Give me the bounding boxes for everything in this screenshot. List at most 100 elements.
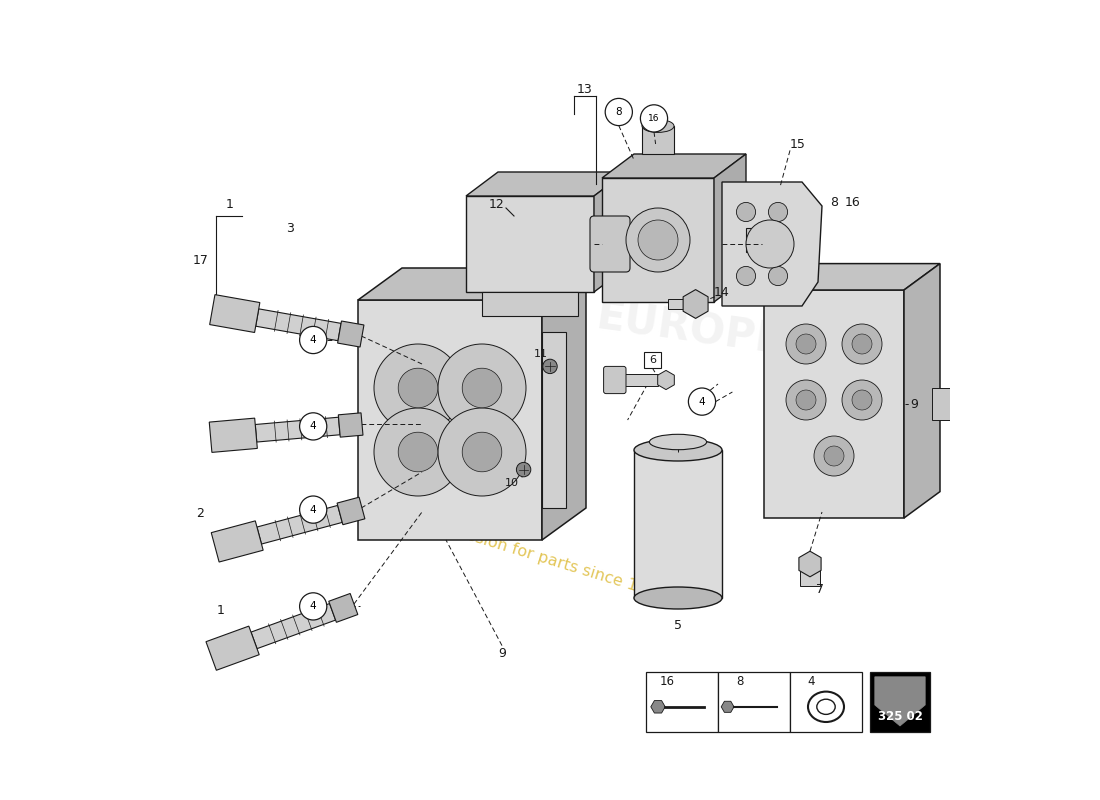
FancyBboxPatch shape [604, 366, 626, 394]
Polygon shape [874, 677, 925, 726]
Polygon shape [722, 702, 734, 712]
Circle shape [516, 462, 531, 477]
Polygon shape [339, 413, 363, 437]
Text: 4: 4 [698, 397, 705, 406]
Ellipse shape [649, 434, 706, 450]
Polygon shape [209, 418, 257, 452]
Text: 11: 11 [534, 349, 548, 358]
Bar [644, 352, 661, 368]
Circle shape [842, 324, 882, 364]
Text: 1: 1 [227, 198, 234, 210]
Polygon shape [482, 292, 578, 316]
Text: 8: 8 [736, 675, 744, 688]
Circle shape [814, 436, 854, 476]
Circle shape [462, 432, 502, 472]
Polygon shape [764, 264, 940, 290]
Bar [646, 672, 718, 732]
Circle shape [736, 266, 756, 286]
Text: EUROPEERS: EUROPEERS [593, 296, 876, 376]
Circle shape [398, 368, 438, 408]
Text: 15: 15 [790, 138, 806, 150]
Polygon shape [722, 182, 822, 306]
Bar [932, 388, 952, 420]
Bar [790, 672, 862, 732]
Text: 9: 9 [910, 398, 917, 410]
Circle shape [796, 334, 816, 354]
Bar [801, 564, 820, 586]
Circle shape [299, 413, 327, 440]
Text: 5: 5 [674, 619, 682, 632]
Circle shape [299, 326, 327, 354]
Polygon shape [594, 172, 626, 292]
Circle shape [769, 202, 788, 222]
Text: 1: 1 [217, 604, 224, 617]
Polygon shape [714, 154, 746, 302]
Text: 16: 16 [845, 196, 860, 209]
Bar [870, 672, 930, 732]
Polygon shape [683, 290, 708, 318]
Polygon shape [466, 196, 594, 292]
Circle shape [638, 220, 678, 260]
Ellipse shape [634, 587, 722, 609]
Ellipse shape [642, 119, 674, 132]
Circle shape [438, 344, 526, 432]
Circle shape [852, 334, 872, 354]
Text: 2: 2 [196, 507, 204, 520]
Ellipse shape [817, 699, 835, 714]
Text: 10: 10 [505, 478, 518, 488]
Polygon shape [466, 172, 626, 196]
Circle shape [605, 98, 632, 126]
Polygon shape [658, 370, 674, 390]
Text: 8: 8 [830, 196, 838, 209]
Polygon shape [799, 551, 821, 577]
Circle shape [398, 432, 438, 472]
Text: 4: 4 [310, 602, 317, 611]
Circle shape [824, 446, 844, 466]
Polygon shape [255, 418, 340, 442]
Text: 4: 4 [310, 335, 317, 345]
Polygon shape [257, 506, 342, 544]
Polygon shape [358, 300, 542, 540]
Polygon shape [338, 321, 364, 347]
Text: 16: 16 [660, 675, 675, 688]
FancyBboxPatch shape [590, 216, 630, 272]
Circle shape [746, 220, 794, 268]
Circle shape [374, 408, 462, 496]
Text: 16: 16 [648, 114, 660, 123]
Circle shape [640, 105, 668, 132]
Circle shape [736, 202, 756, 222]
Ellipse shape [808, 691, 844, 722]
Circle shape [299, 496, 327, 523]
Polygon shape [337, 497, 365, 525]
Polygon shape [211, 521, 263, 562]
Circle shape [842, 380, 882, 420]
Text: 4: 4 [807, 675, 815, 688]
Text: 4: 4 [310, 505, 317, 514]
Polygon shape [255, 309, 341, 341]
Text: 3: 3 [286, 222, 294, 234]
Circle shape [462, 368, 502, 408]
Polygon shape [210, 294, 260, 333]
Text: 14: 14 [713, 286, 729, 298]
Text: 12: 12 [488, 198, 504, 210]
Text: 7: 7 [815, 583, 824, 596]
Polygon shape [602, 154, 746, 178]
Polygon shape [904, 264, 940, 518]
Polygon shape [542, 268, 586, 540]
Bar [621, 374, 658, 386]
Ellipse shape [634, 439, 722, 461]
Circle shape [689, 388, 716, 415]
Text: 8: 8 [616, 107, 623, 117]
Text: a passion for parts since 1985: a passion for parts since 1985 [432, 518, 668, 602]
Polygon shape [602, 178, 714, 302]
Text: 9: 9 [498, 647, 506, 660]
Polygon shape [358, 268, 586, 300]
Polygon shape [651, 701, 666, 713]
Bar [634, 450, 722, 598]
Text: 17: 17 [192, 254, 208, 266]
Bar [746, 228, 778, 252]
Bar [668, 299, 695, 309]
Text: 13: 13 [576, 83, 592, 96]
Polygon shape [206, 626, 260, 670]
Polygon shape [764, 290, 904, 518]
